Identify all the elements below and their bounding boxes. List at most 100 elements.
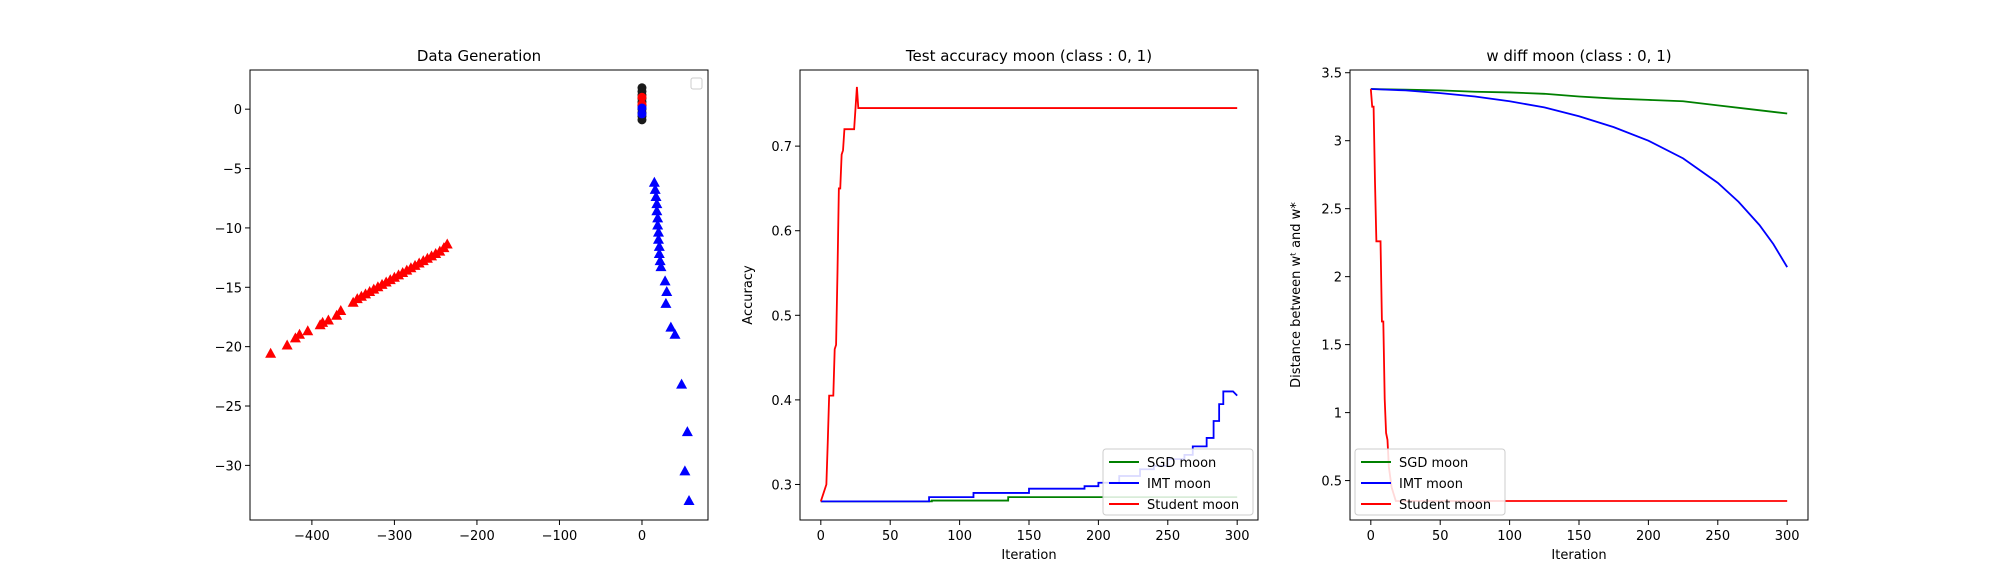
scatter-point [660, 297, 672, 308]
legend-box [690, 77, 703, 90]
legend-box [1102, 448, 1254, 516]
series-line [1370, 88, 1788, 115]
scatter-point [652, 219, 664, 230]
x-tick-label: −400 [294, 529, 330, 544]
scatter-point [661, 286, 673, 297]
y-tick-label: −5 [223, 163, 242, 178]
y-tick-label: 3.5 [1321, 67, 1342, 82]
legend-label: IMT moon [1147, 477, 1211, 492]
scatter-point [441, 238, 453, 249]
panel-data-generation: Data Generation −400 −300 −200 −100 00−5−10−… [215, 47, 709, 544]
scatter-point [659, 275, 671, 286]
y-tick-label: 0.7 [771, 140, 792, 155]
axis-ticks: 0 50 100 150 200 250 300 0.3 0.4 0.5 0.6 0.7 [771, 140, 1249, 544]
y-tick-label: −15 [215, 281, 242, 296]
axes-frame [249, 69, 709, 521]
x-tick-label: 100 [1497, 529, 1522, 544]
x-tick-label: −100 [542, 529, 578, 544]
chart-title: w diff moon (class : 0, 1) [1486, 47, 1671, 65]
legend-label: SGD moon [1147, 456, 1216, 471]
scatter-point [654, 255, 666, 266]
y-tick-label: 0.5 [1321, 475, 1342, 490]
series-line [1370, 88, 1788, 268]
x-tick-label: 50 [882, 529, 899, 544]
legend-box [1354, 448, 1506, 516]
x-tick-label: −200 [459, 529, 495, 544]
y-tick-label: 3 [1334, 135, 1342, 150]
y-axis-label: Accuracy [741, 265, 756, 325]
scatter-point [655, 261, 667, 272]
scatter-point [265, 347, 277, 358]
scatter-point [322, 314, 334, 325]
legend [690, 77, 703, 90]
x-tick-label: 300 [1225, 529, 1250, 544]
scatter-point [637, 92, 647, 102]
legend: SGD moon IMT moon Student moon [1102, 448, 1254, 516]
scatter-point [652, 212, 664, 223]
x-tick-label: 200 [1636, 529, 1661, 544]
scatter-point [665, 321, 677, 332]
panel-test-accuracy: SGD moon IMT moon Student moon Test accura… [741, 47, 1259, 563]
y-tick-label: −10 [215, 222, 242, 237]
legend-label: IMT moon [1399, 477, 1463, 492]
x-tick-label: 250 [1705, 529, 1730, 544]
x-tick-label: −300 [377, 529, 413, 544]
x-tick-label: 0 [1367, 529, 1375, 544]
series-line [819, 86, 1238, 502]
plot-area [265, 83, 695, 506]
scatter-point [679, 465, 691, 476]
x-tick-label: 150 [1017, 529, 1042, 544]
y-tick-label: 2.5 [1321, 203, 1342, 218]
y-tick-label: 2 [1334, 271, 1342, 286]
y-tick-label: 0.5 [771, 309, 792, 324]
scatter-point [652, 233, 664, 244]
y-axis-label: Distance between wᵗ and w* [1289, 202, 1304, 388]
scatter-point [302, 325, 314, 336]
scatter-point [653, 240, 665, 251]
scatter-point [649, 183, 661, 194]
scatter-point [653, 248, 665, 259]
scatter-point [652, 226, 664, 237]
x-tick-label: 150 [1567, 529, 1592, 544]
legend-label: Student moon [1147, 498, 1239, 513]
y-tick-label: 1.5 [1321, 339, 1342, 354]
panel-w-diff: SGD moon IMT moon Student moon w diff moon… [1289, 47, 1809, 563]
y-tick-label: −20 [215, 341, 242, 356]
scatter-point [651, 205, 663, 216]
scatter-point [676, 378, 688, 389]
y-tick-label: 0.4 [771, 394, 792, 409]
scatter-point [648, 176, 660, 187]
legend-label: SGD moon [1399, 456, 1468, 471]
scatter-point [683, 495, 695, 506]
legend-label: Student moon [1399, 498, 1491, 513]
scatter-point [650, 191, 662, 202]
axis-ticks: 0 50 100 150 200 250 300 0.5 1 1.5 2 2.5 3 3.5 [1321, 67, 1799, 544]
scatter-point [669, 328, 681, 339]
axis-ticks: −400 −300 −200 −100 0 0 −5 −10 −15 −20 −25 −30 [215, 103, 647, 544]
scatter-point [281, 339, 293, 350]
x-tick-label: 0 [638, 529, 646, 544]
x-tick-label: 300 [1775, 529, 1800, 544]
scatter-point [294, 328, 306, 339]
x-axis-label: Iteration [1001, 548, 1056, 563]
x-tick-label: 0 [817, 529, 825, 544]
legend: SGD moon IMT moon Student moon [1354, 448, 1506, 516]
y-tick-label: 0 [234, 103, 242, 118]
y-tick-label: −25 [215, 400, 242, 415]
scatter-point [637, 109, 647, 119]
y-tick-label: −30 [215, 459, 242, 474]
scatter-point [651, 198, 663, 209]
x-tick-label: 200 [1086, 529, 1111, 544]
chart-title: Test accuracy moon (class : 0, 1) [905, 47, 1152, 65]
scatter-point [335, 305, 347, 316]
x-tick-label: 250 [1155, 529, 1180, 544]
scatter-point [681, 426, 693, 437]
x-tick-label: 50 [1432, 529, 1449, 544]
y-tick-label: 1 [1334, 407, 1342, 422]
y-tick-label: 0.6 [771, 225, 792, 240]
chart-title: Data Generation [417, 47, 541, 65]
y-tick-label: 0.3 [771, 478, 792, 493]
x-axis-label: Iteration [1551, 548, 1606, 563]
